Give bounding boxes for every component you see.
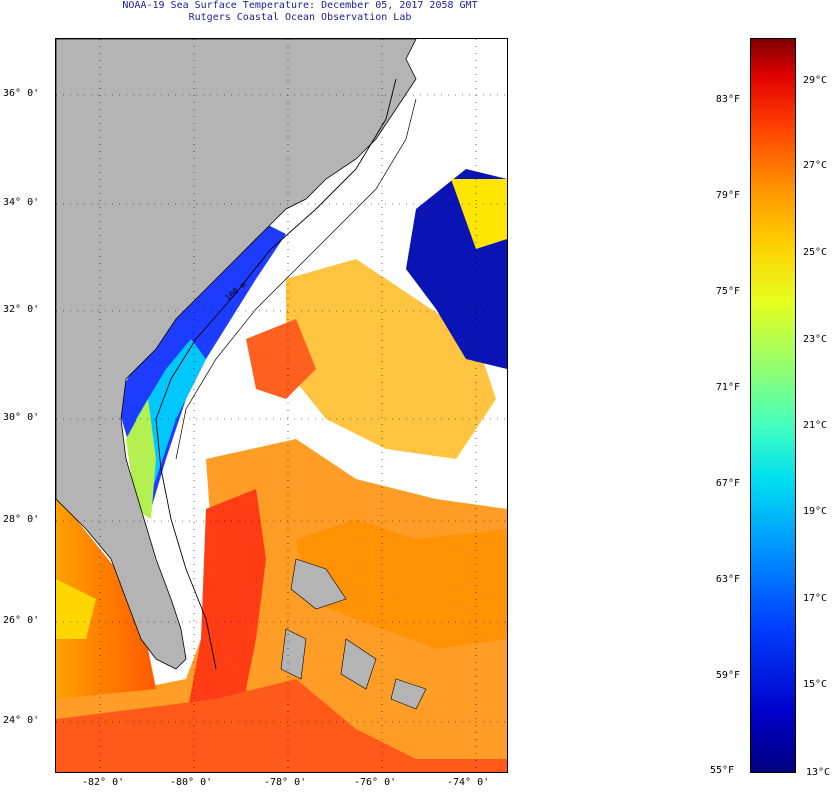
title-line-1: NOAA-19 Sea Surface Temperature: Decembe… xyxy=(122,0,478,11)
title-line-2: Rutgers Coastal Ocean Observation Lab xyxy=(188,12,412,23)
map-title: NOAA-19 Sea Surface Temperature: Decembe… xyxy=(0,0,600,24)
sst-map: 100 m xyxy=(55,38,508,773)
mid-orange xyxy=(286,259,496,459)
colorbar-f-67: 67°F xyxy=(715,478,740,489)
colorbar-c-13: 13°C xyxy=(806,767,831,778)
colorbar-c-27: 27°C xyxy=(803,160,828,171)
colorbar-c-17: 17°C xyxy=(803,593,828,604)
sst-map-canvas: 100 m xyxy=(56,39,507,772)
lon-label-78: -78° 0' xyxy=(264,777,307,788)
colorbar-f-55: 55°F xyxy=(710,765,735,776)
lat-label-28: 28° 0' xyxy=(3,514,40,525)
colorbar-f-83: 83°F xyxy=(715,94,740,105)
colorbar-c-15: 15°C xyxy=(803,679,828,690)
temperature-colorbar xyxy=(750,38,796,773)
orange-patches xyxy=(246,319,316,399)
colorbar-c-25: 25°C xyxy=(803,247,828,258)
colorbar-f-79: 79°F xyxy=(715,190,740,201)
lat-label-32: 32° 0' xyxy=(3,304,40,315)
colorbar-f-63: 63°F xyxy=(715,574,740,585)
lon-label-82: -82° 0' xyxy=(82,777,125,788)
lat-label-30: 30° 0' xyxy=(3,412,40,423)
colorbar-f-71: 71°F xyxy=(715,382,740,393)
lat-label-24: 24° 0' xyxy=(3,715,40,726)
colorbar-f-59: 59°F xyxy=(715,670,740,681)
colorbar-c-21: 21°C xyxy=(803,420,828,431)
depth-contour-100m xyxy=(155,78,397,670)
lon-label-74: -74° 0' xyxy=(447,777,490,788)
south-band xyxy=(56,679,507,772)
lat-label-34: 34° 0' xyxy=(3,197,40,208)
colorbar-f-75: 75°F xyxy=(715,286,740,297)
lon-label-80: -80° 0' xyxy=(170,777,213,788)
lon-label-76: -76° 0' xyxy=(354,777,397,788)
land-southeast-us xyxy=(56,39,417,670)
bahamas-islands xyxy=(290,558,347,610)
lat-label-36: 36° 0' xyxy=(3,88,40,99)
colorbar-c-29: 29°C xyxy=(803,75,828,86)
colorbar-c-19: 19°C xyxy=(803,506,828,517)
colorbar-c-23: 23°C xyxy=(803,334,828,345)
lat-label-26: 26° 0' xyxy=(3,615,40,626)
